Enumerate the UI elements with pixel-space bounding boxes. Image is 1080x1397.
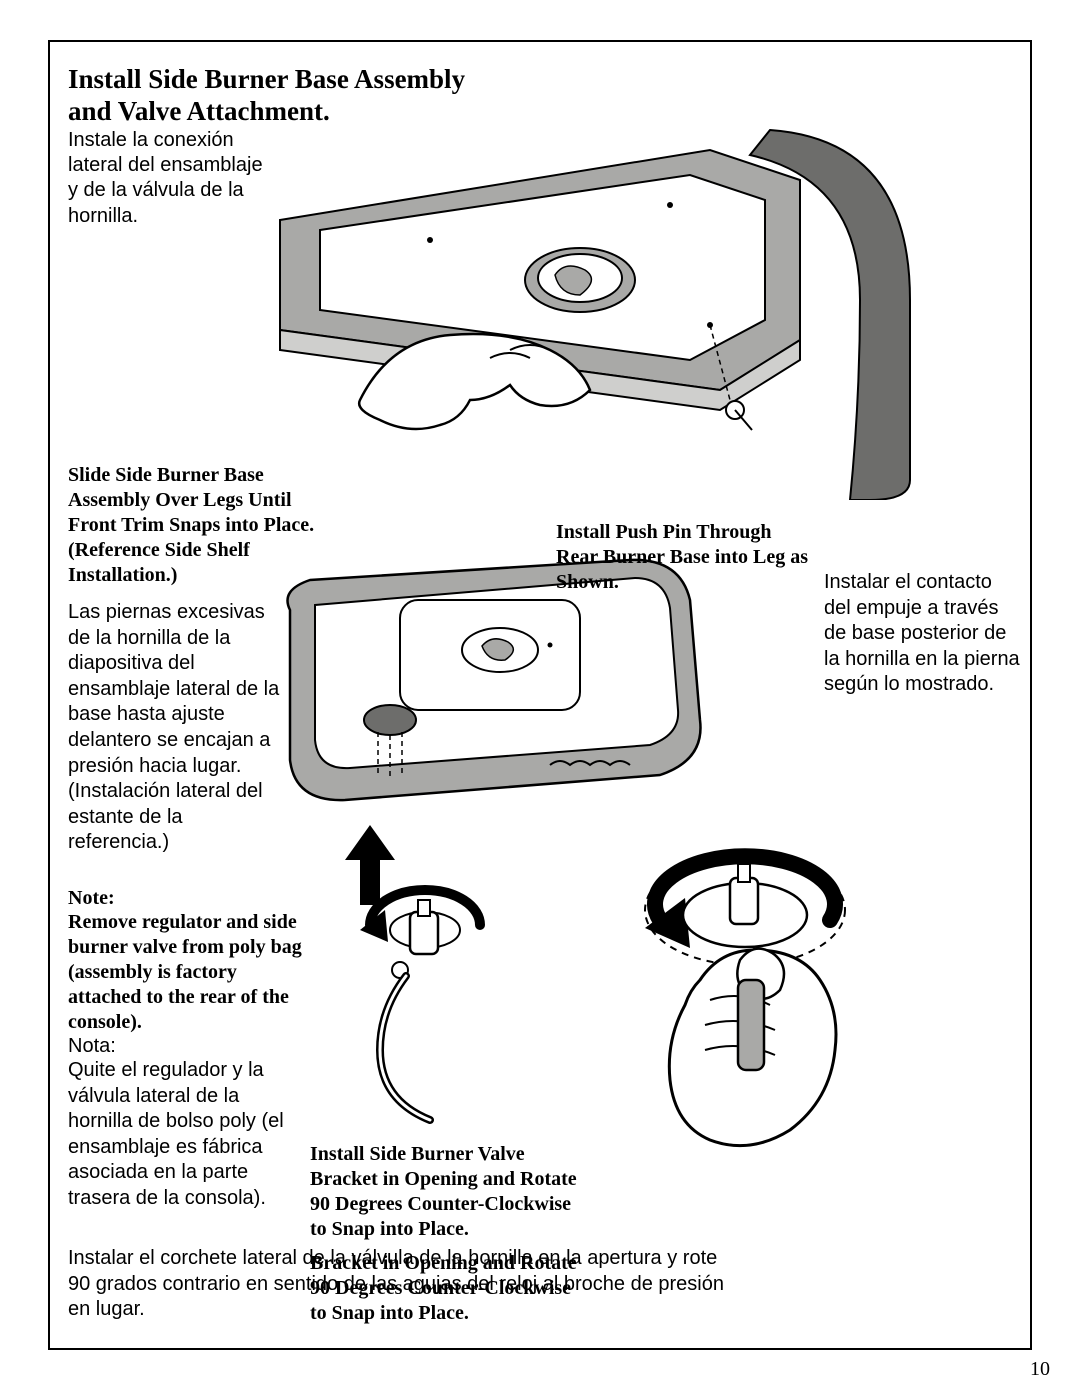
page-number: 10 [1030,1358,1050,1381]
page-title-line1: Install Side Burner Base Assembly [68,62,548,97]
step2-es: Instalar el contacto del empuje a través… [824,570,1024,698]
step3-es: Instalar el corchete lateral de la válvu… [68,1246,728,1323]
illustration-top [210,100,930,500]
note-label: Note: [68,886,308,912]
page-title-line2: and Valve Attachment. [68,94,548,129]
step2-en: Install Push Pin Through Rear Burner Bas… [556,520,816,595]
title-es: Instale la conexión lateral del ensambla… [68,128,278,229]
step1-es: Las piernas excesivas de la hornilla de … [68,600,288,856]
note-es-label: Nota: [68,1034,308,1060]
note-en: Remove regulator and side burner valve f… [68,910,308,1035]
step1-en: Slide Side Burner Base Assembly Over Leg… [68,463,328,588]
illustration-valve-hand [590,830,920,1170]
page: Install Side Burner Base Assembly and Va… [0,0,1080,1397]
illustration-valve-left [310,870,550,1130]
note-es: Quite el regulador y la válvula lateral … [68,1058,308,1212]
step3-en-top: Install Side Burner Valve Bracket in Ope… [310,1142,580,1242]
